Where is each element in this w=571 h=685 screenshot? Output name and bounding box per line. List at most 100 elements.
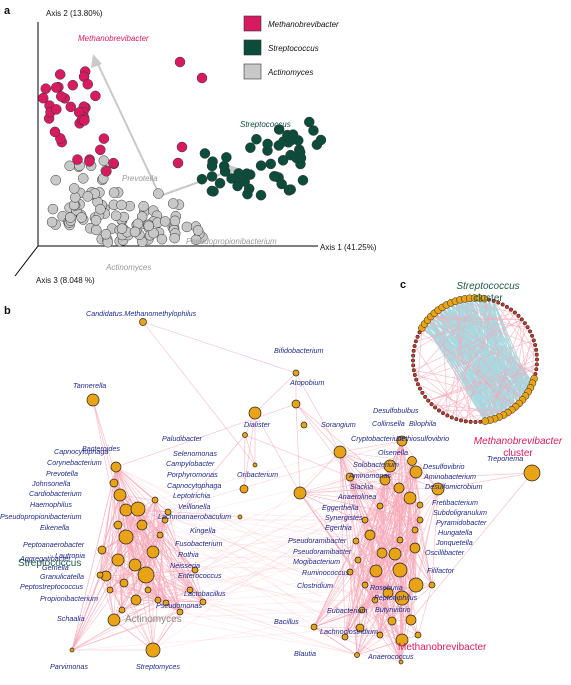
network-edge [357,529,416,561]
network-edge [202,601,358,656]
circle-node [433,405,438,410]
network-edge [384,460,413,481]
network-edge [356,599,376,656]
methanobrevibacter-point [79,115,90,126]
axis3-line [14,245,39,277]
network-edge [121,597,403,611]
taxon-label: Treponema [487,454,523,463]
taxon-label: Jonquetella [435,538,473,547]
network-edge [359,584,417,629]
circle-edge [464,298,529,393]
taxon-label: Veillonella [178,502,211,511]
network-edge [339,451,361,629]
network-edge [164,519,402,663]
network-edge [141,524,376,601]
network-edge [313,626,361,629]
network-node [395,633,409,647]
actinomyces-point [65,212,76,223]
taxon-label: Fretibacterium [432,498,478,507]
network-edge [115,403,297,468]
network-node [428,581,436,589]
taxon-label: Peptoanaerobacter [23,540,85,549]
circle-edges [413,297,538,423]
network-edge [339,451,358,656]
circle-edge [413,319,522,371]
network-edge [105,575,115,621]
network-edge [299,479,386,494]
network-edge [349,479,386,573]
streptococcus-point [199,148,211,159]
network-node [416,501,424,509]
taxon-label: Propionibacterium [40,594,98,603]
network-node [137,566,155,584]
network-edge [105,476,351,577]
circle-edge [456,299,461,420]
circle-edge [456,319,523,420]
network-edge [121,599,159,611]
network-edge [313,471,417,628]
network-edge [134,564,377,572]
network-edge [417,584,433,636]
methanobrevibacter-point [67,79,79,91]
circle-node [522,321,527,326]
network-node [154,596,162,604]
axis2-label: Axis 2 (13.80%) [46,9,103,18]
circle-edge [413,370,419,385]
taxon-label: Pseudoramibacter [293,547,352,556]
network-node [405,614,417,626]
network-node [291,399,301,409]
pcoa-points [37,56,327,248]
circle-edge [484,327,528,422]
network-edge [431,488,439,586]
network-edge [398,487,417,586]
network-edge [92,399,119,526]
network-edge [254,412,301,494]
network-edge [357,559,402,663]
network-node [393,482,405,494]
actinomyces-point [98,155,110,166]
network-edge [105,575,346,638]
circle-node [440,411,446,416]
circle-edge [427,319,486,422]
circle-node [426,398,431,403]
circle-node [525,325,530,330]
arrow-methano [95,59,161,197]
network-plot: Candidatus.Methanomethylophilus Bifidobac… [0,309,541,671]
network-edge [117,553,396,561]
network-edge [313,626,346,638]
network-node [242,432,248,438]
taxon-label: Porphyromonas [167,470,218,479]
circle-edge [428,359,538,401]
network-edge [109,505,381,591]
network-edge [355,479,386,542]
network-edge [313,609,363,628]
actinomyces-point [46,216,58,228]
network-node [252,462,258,468]
taxon-label: Clostridium [297,581,333,590]
network-node [408,577,424,593]
network-node [333,445,347,459]
circle-edge [437,309,496,420]
network-edge [101,549,393,622]
network-node [176,608,184,616]
network-edge [115,466,381,636]
taxon-label: Ruminococcus [302,568,350,577]
streptococcus-point [206,171,218,182]
actinomyces-point [90,215,102,226]
taxon-label: Capnocytophaga [54,447,108,456]
network-edge [339,451,433,586]
streptococcus-point [233,168,244,179]
taxon-label: Gemella [42,563,69,572]
methanobrevibacter-point [50,82,62,93]
streptococcus-point [297,174,309,186]
taxon-label: Sorangium [321,420,356,429]
streptococcus-point [245,142,256,153]
network-edge [125,509,181,613]
circle-methano-line1: Methanobrevibacter [474,436,563,447]
streptococcus-point [287,129,299,140]
network-node [292,369,300,377]
circle-edge [483,298,513,410]
methanobrevibacter-point [37,92,49,104]
network-edge [355,540,412,621]
taxon-label: Lautropia [55,551,85,560]
